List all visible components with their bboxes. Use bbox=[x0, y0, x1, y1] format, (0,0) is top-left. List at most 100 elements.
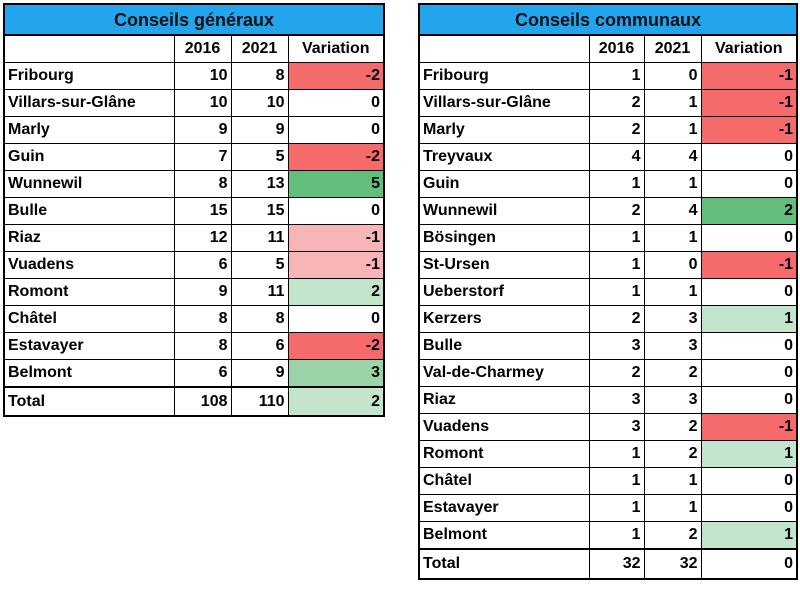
value-2021-cell: 9 bbox=[230, 359, 289, 388]
value-2021-cell: 0 bbox=[643, 251, 702, 279]
value-2021-cell: 1 bbox=[643, 89, 702, 117]
value-2021-cell: 32 bbox=[643, 548, 702, 580]
variation-cell: -1 bbox=[287, 224, 385, 252]
commune-name-cell: Val-de-Charmey bbox=[418, 359, 590, 387]
conseils-communaux-table: Conseils communaux 2016 2021 Variation F… bbox=[417, 3, 799, 580]
variation-cell: 1 bbox=[700, 521, 799, 550]
variation-cell: -1 bbox=[700, 89, 799, 117]
value-2016-cell: 2 bbox=[588, 359, 645, 387]
value-2016-cell: 1 bbox=[588, 278, 645, 306]
variation-cell: 2 bbox=[287, 278, 385, 306]
value-2016-cell: 1 bbox=[588, 467, 645, 495]
value-2021-cell: 3 bbox=[643, 305, 702, 333]
value-2016-cell: 1 bbox=[588, 251, 645, 279]
commune-name-cell: Vuadens bbox=[3, 251, 175, 279]
table-row: Treyvaux 4 4 0 bbox=[418, 143, 799, 171]
column-header-variation: Variation bbox=[700, 34, 799, 63]
value-2016-cell: 1 bbox=[588, 521, 645, 550]
table-title: Conseils communaux bbox=[417, 3, 799, 36]
table-row: Kerzers 2 3 1 bbox=[418, 305, 799, 333]
variation-cell: 0 bbox=[700, 467, 799, 495]
variation-cell: -1 bbox=[700, 116, 799, 144]
variation-cell: 0 bbox=[700, 143, 799, 171]
column-header-commune bbox=[3, 34, 175, 63]
value-2021-cell: 1 bbox=[643, 116, 702, 144]
commune-name-cell: Belmont bbox=[3, 359, 175, 388]
table-row: Romont 1 2 1 bbox=[418, 440, 799, 468]
commune-name-cell: Villars-sur-Glâne bbox=[3, 89, 175, 117]
commune-name-cell: Châtel bbox=[3, 305, 175, 333]
commune-name-cell: Fribourg bbox=[3, 62, 175, 90]
commune-name-cell: Estavayer bbox=[418, 494, 590, 522]
variation-cell: 0 bbox=[287, 197, 385, 225]
commune-name-cell: Estavayer bbox=[3, 332, 175, 360]
value-2016-cell: 8 bbox=[173, 332, 232, 360]
table-row: Estavayer 1 1 0 bbox=[418, 494, 799, 522]
variation-cell: -1 bbox=[287, 251, 385, 279]
variation-cell: 0 bbox=[700, 278, 799, 306]
variation-cell: -1 bbox=[700, 413, 799, 441]
variation-cell: -2 bbox=[287, 143, 385, 171]
value-2016-cell: 8 bbox=[173, 305, 232, 333]
column-header-row: 2016 2021 Variation bbox=[418, 34, 799, 63]
value-2016-cell: 8 bbox=[173, 170, 232, 198]
value-2016-cell: 2 bbox=[588, 305, 645, 333]
value-2021-cell: 1 bbox=[643, 224, 702, 252]
value-2021-cell: 0 bbox=[643, 62, 702, 90]
value-2021-cell: 1 bbox=[643, 494, 702, 522]
value-2016-cell: 1 bbox=[588, 62, 645, 90]
value-2016-cell: 10 bbox=[173, 89, 232, 117]
table-row: Guin 1 1 0 bbox=[418, 170, 799, 198]
value-2016-cell: 3 bbox=[588, 332, 645, 360]
commune-name-cell: Ueberstorf bbox=[418, 278, 590, 306]
commune-name-cell: St-Ursen bbox=[418, 251, 590, 279]
value-2021-cell: 3 bbox=[643, 332, 702, 360]
value-2016-cell: 12 bbox=[173, 224, 232, 252]
commune-name-cell: Marly bbox=[418, 116, 590, 144]
variation-cell: 0 bbox=[700, 332, 799, 360]
total-row: Total 32 32 0 bbox=[418, 548, 799, 580]
value-2021-cell: 3 bbox=[643, 386, 702, 414]
commune-name-cell: Vuadens bbox=[418, 413, 590, 441]
value-2021-cell: 2 bbox=[643, 440, 702, 468]
value-2016-cell: 6 bbox=[173, 359, 232, 388]
variation-cell: 0 bbox=[700, 224, 799, 252]
column-header-2021: 2021 bbox=[643, 34, 702, 63]
variation-cell: 0 bbox=[287, 89, 385, 117]
commune-name-cell: Kerzers bbox=[418, 305, 590, 333]
column-header-2021: 2021 bbox=[230, 34, 289, 63]
variation-cell: 0 bbox=[287, 116, 385, 144]
variation-cell: 1 bbox=[700, 305, 799, 333]
variation-cell: 0 bbox=[287, 305, 385, 333]
value-2016-cell: 10 bbox=[173, 62, 232, 90]
value-2016-cell: 4 bbox=[588, 143, 645, 171]
value-2021-cell: 1 bbox=[643, 170, 702, 198]
commune-name-cell: Fribourg bbox=[418, 62, 590, 90]
variation-cell: -1 bbox=[700, 62, 799, 90]
table-row: Marly 2 1 -1 bbox=[418, 116, 799, 144]
value-2016-cell: 3 bbox=[588, 386, 645, 414]
commune-name-cell: Bulle bbox=[418, 332, 590, 360]
table-row: Bulle 15 15 0 bbox=[3, 197, 385, 225]
value-2021-cell: 5 bbox=[230, 143, 289, 171]
value-2016-cell: 9 bbox=[173, 116, 232, 144]
column-header-2016: 2016 bbox=[173, 34, 232, 63]
table-row: Bulle 3 3 0 bbox=[418, 332, 799, 360]
commune-name-cell: Guin bbox=[418, 170, 590, 198]
table-row: Vuadens 6 5 -1 bbox=[3, 251, 385, 279]
table-row: Belmont 6 9 3 bbox=[3, 359, 385, 388]
commune-name-cell: Riaz bbox=[418, 386, 590, 414]
value-2016-cell: 6 bbox=[173, 251, 232, 279]
commune-name-cell: Total bbox=[418, 548, 590, 580]
value-2021-cell: 11 bbox=[230, 224, 289, 252]
table-row: Châtel 1 1 0 bbox=[418, 467, 799, 495]
value-2021-cell: 1 bbox=[643, 278, 702, 306]
value-2021-cell: 4 bbox=[643, 197, 702, 225]
value-2016-cell: 1 bbox=[588, 170, 645, 198]
value-2021-cell: 11 bbox=[230, 278, 289, 306]
value-2016-cell: 2 bbox=[588, 116, 645, 144]
variation-cell: 2 bbox=[700, 197, 799, 225]
value-2016-cell: 7 bbox=[173, 143, 232, 171]
table-row: Ueberstorf 1 1 0 bbox=[418, 278, 799, 306]
commune-name-cell: Châtel bbox=[418, 467, 590, 495]
